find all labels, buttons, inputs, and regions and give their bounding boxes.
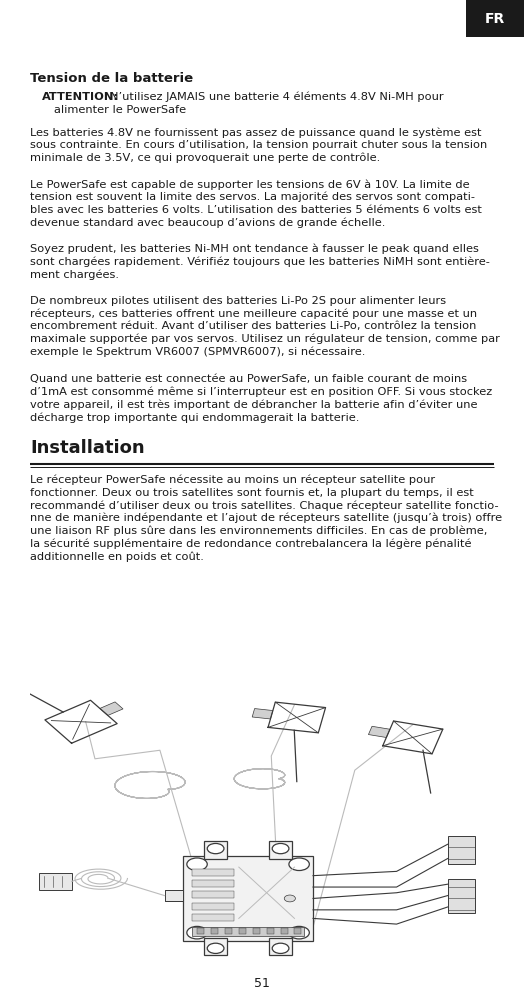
Polygon shape (252, 709, 273, 719)
Bar (192, 914, 234, 922)
Text: FR: FR (485, 12, 505, 26)
Circle shape (187, 859, 208, 871)
Text: Quand une batterie est connectée au PowerSafe, un faible courant de moins
d’1mA : Quand une batterie est connectée au Powe… (30, 374, 492, 422)
Bar (197, 929, 204, 934)
Bar (447, 835, 475, 865)
Bar (39, 873, 72, 890)
Bar (269, 939, 292, 956)
Bar (466, 0, 524, 38)
Circle shape (272, 943, 289, 954)
Polygon shape (100, 702, 123, 716)
Bar (165, 890, 183, 902)
Bar (239, 929, 246, 934)
Bar (204, 842, 227, 859)
Bar (269, 842, 292, 859)
Circle shape (208, 943, 224, 954)
Bar (294, 929, 301, 934)
Bar (267, 929, 274, 934)
Bar (192, 892, 234, 899)
Text: Les batteries 4.8V ne fournissent pas assez de puissance quand le système est
so: Les batteries 4.8V ne fournissent pas as… (30, 126, 487, 162)
Text: Tension de la batterie: Tension de la batterie (30, 72, 193, 85)
Bar (192, 869, 234, 876)
Text: Soyez prudent, les batteries Ni-MH ont tendance à fausser le peak quand elles
so: Soyez prudent, les batteries Ni-MH ont t… (30, 244, 490, 280)
Text: N’utilisez JAMAIS une batterie 4 éléments 4.8V Ni-MH pour: N’utilisez JAMAIS une batterie 4 élément… (110, 92, 444, 102)
Bar (447, 879, 475, 913)
Polygon shape (368, 726, 390, 738)
Bar (253, 929, 260, 934)
Circle shape (289, 927, 309, 939)
Circle shape (289, 859, 309, 871)
Text: ATTENTION:: ATTENTION: (42, 92, 119, 102)
Bar (225, 929, 232, 934)
Bar (183, 856, 313, 941)
Text: alimenter le PowerSafe: alimenter le PowerSafe (54, 105, 186, 115)
Circle shape (285, 895, 296, 902)
Bar (280, 929, 288, 934)
Bar (192, 927, 304, 936)
Bar (211, 929, 218, 934)
Bar (192, 903, 234, 910)
Bar (204, 939, 227, 956)
Bar (192, 880, 234, 888)
Circle shape (272, 844, 289, 854)
Text: De nombreux pilotes utilisent des batteries Li-Po 2S pour alimenter leurs
récept: De nombreux pilotes utilisent des batter… (30, 296, 500, 356)
Circle shape (208, 844, 224, 854)
Circle shape (187, 927, 208, 939)
Text: Le récepteur PowerSafe nécessite au moins un récepteur satellite pour
fonctionne: Le récepteur PowerSafe nécessite au moin… (30, 474, 502, 562)
Text: Le PowerSafe est capable de supporter les tensions de 6V à 10V. La limite de
ten: Le PowerSafe est capable de supporter le… (30, 179, 482, 228)
Text: 51: 51 (254, 977, 270, 990)
Text: Installation: Installation (30, 438, 145, 456)
